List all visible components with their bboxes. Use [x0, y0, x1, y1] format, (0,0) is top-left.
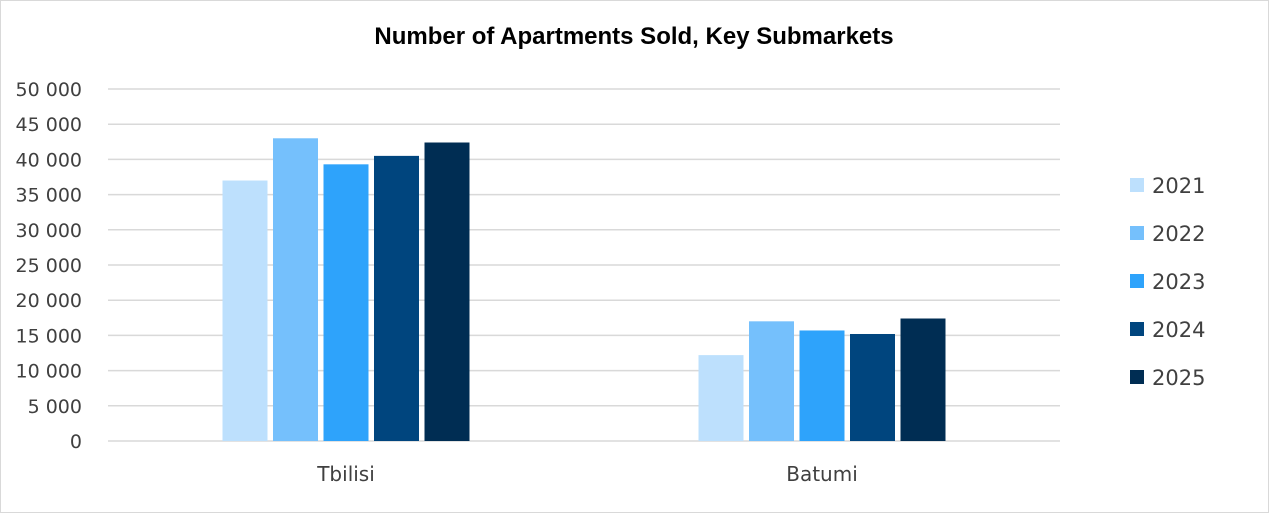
y-tick-label: 20 000: [16, 290, 82, 312]
y-tick-label: 10 000: [16, 361, 82, 383]
y-tick-label: 50 000: [16, 79, 82, 101]
legend-label: 2022: [1152, 222, 1205, 246]
legend-swatch: [1130, 274, 1144, 288]
legend-swatch: [1130, 322, 1144, 336]
bar-tbilisi-2021: [222, 180, 268, 441]
legend-swatch: [1130, 178, 1144, 192]
legend-swatch: [1130, 226, 1144, 240]
y-axis-ticks: 0 5 000 10 000 15 000 20 000 25 000 30 000 35 0…: [16, 79, 82, 453]
chart-title: Number of Apartments Sold, Key Submarket…: [374, 23, 893, 50]
y-tick-label: 5 000: [28, 396, 82, 418]
bar-batumi-2024: [850, 333, 895, 441]
y-tick-label: 15 000: [16, 325, 82, 347]
legend: 2021 2022 2023 2024 2025: [1130, 174, 1205, 390]
y-tick-label: 30 000: [16, 220, 82, 242]
y-tick-label: 0: [70, 431, 82, 453]
x-axis-categories: Tbilisi Batumi: [316, 462, 858, 486]
legend-swatch: [1130, 370, 1144, 384]
legend-label: 2021: [1152, 174, 1205, 198]
bar-batumi-2022: [749, 321, 794, 441]
x-category-label: Tbilisi: [316, 462, 375, 486]
legend-label: 2025: [1152, 366, 1205, 390]
bar-tbilisi-2023: [323, 164, 369, 441]
x-category-label: Batumi: [786, 462, 858, 486]
bar-batumi-2025: [900, 318, 946, 441]
bars: [222, 138, 946, 441]
legend-label: 2023: [1152, 270, 1205, 294]
legend-label: 2024: [1152, 318, 1205, 342]
y-tick-label: 35 000: [16, 185, 82, 207]
bar-batumi-2021: [698, 355, 744, 441]
y-tick-label: 40 000: [16, 149, 82, 171]
y-tick-label: 45 000: [16, 114, 82, 136]
bar-batumi-2023: [799, 330, 845, 441]
bar-tbilisi-2025: [424, 142, 470, 441]
bar-tbilisi-2024: [374, 155, 419, 441]
bar-tbilisi-2022: [273, 138, 318, 441]
y-tick-label: 25 000: [16, 255, 82, 277]
